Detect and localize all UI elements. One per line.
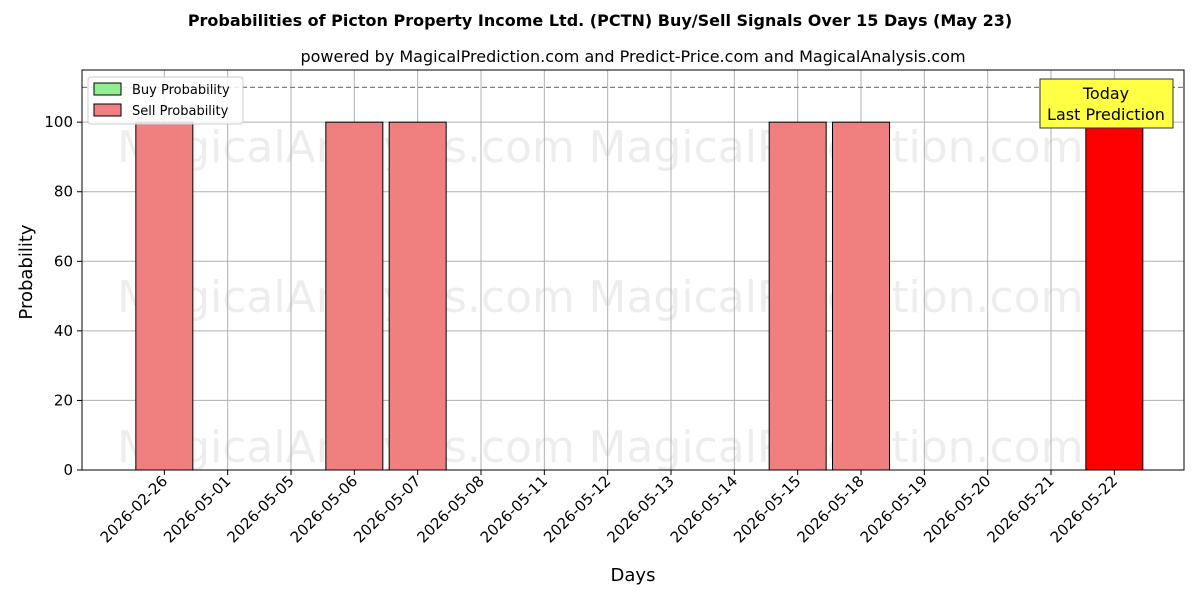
bar-sell-probability-2026-05-15 (768, 121, 827, 471)
legend-swatch (93, 82, 122, 96)
x-tick-label: 2026-05-05 (223, 472, 297, 546)
y-axis-label: Probability (16, 224, 37, 319)
watermark-layer: MagicalAnalysis.comMagicalPrediction.com… (117, 122, 1083, 473)
ticks-layer: 0204060801002026-02-262026-05-012026-05-… (44, 113, 1121, 546)
y-tick-label: 0 (63, 461, 73, 479)
x-tick-label: 2026-05-13 (603, 472, 677, 546)
y-tick-label: 100 (44, 113, 73, 131)
x-tick-label: 2026-02-26 (97, 472, 171, 546)
chart-subtitle: powered by MagicalPrediction.com and Pre… (300, 47, 965, 66)
legend: Buy Probability Sell Probability (87, 76, 244, 125)
x-tick-label: 2026-05-06 (287, 472, 361, 546)
legend-swatch (93, 103, 122, 117)
y-tick-label: 20 (54, 391, 73, 409)
x-tick-label: 2026-05-11 (477, 472, 551, 546)
bar-today-2026-05-22 (1085, 121, 1144, 471)
legend-box (87, 76, 244, 125)
bar-sell-probability-2026-05-18 (832, 121, 890, 471)
bar-sell-probability-2026-02-26 (135, 121, 194, 471)
x-tick-label: 2026-05-22 (1047, 472, 1121, 546)
legend-label: Buy Probability (132, 83, 230, 98)
x-tick-label: 2026-05-12 (540, 472, 614, 546)
x-tick-label: 2026-05-14 (667, 472, 741, 546)
annotation-line1: Today (1082, 84, 1129, 103)
y-tick-label: 80 (54, 183, 73, 201)
x-axis-label: Days (611, 565, 656, 586)
x-tick-label: 2026-05-08 (413, 472, 487, 546)
chart-title: Probabilities of Picton Property Income … (188, 11, 1012, 30)
bar-sell-probability-2026-05-06 (325, 121, 384, 471)
y-tick-label: 40 (54, 322, 73, 340)
x-tick-label: 2026-05-01 (160, 472, 234, 546)
bars-layer (135, 121, 1144, 471)
x-tick-label: 2026-05-15 (730, 472, 804, 546)
annotation-line2: Last Prediction (1047, 105, 1165, 124)
x-tick-label: 2026-05-18 (793, 472, 867, 546)
x-tick-label: 2026-05-19 (857, 472, 931, 546)
plot-frame (81, 69, 1185, 471)
x-tick-label: 2026-05-07 (350, 472, 424, 546)
annotation-box (1039, 78, 1174, 129)
axes-layer (81, 69, 1185, 471)
today-annotation: Today Last Prediction (1039, 78, 1174, 129)
x-tick-label: 2026-05-21 (983, 472, 1057, 546)
x-tick-label: 2026-05-20 (920, 472, 994, 546)
y-tick-label: 60 (54, 252, 73, 270)
legend-label: Sell Probability (132, 104, 229, 119)
bar-sell-probability-2026-05-07 (388, 121, 447, 471)
